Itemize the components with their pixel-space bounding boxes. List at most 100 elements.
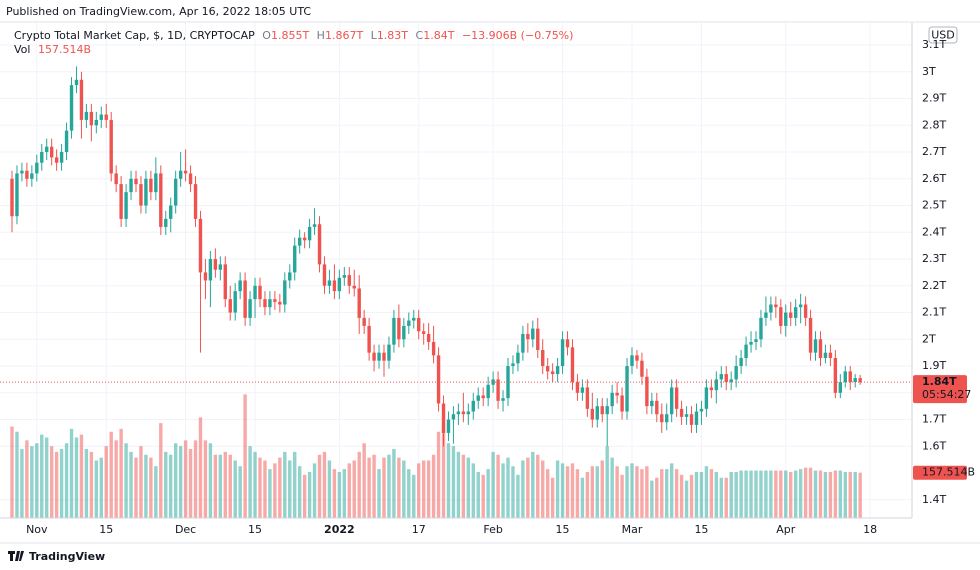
candle-body	[392, 317, 396, 345]
candle-body	[154, 173, 158, 193]
candle-body	[193, 184, 198, 219]
candle-body	[679, 408, 684, 417]
volume-bar	[719, 477, 723, 518]
volume-bar	[154, 466, 158, 518]
volume-bar	[139, 446, 143, 518]
candle-body	[322, 264, 327, 286]
volume-bar	[322, 451, 327, 518]
candle-body	[64, 130, 69, 153]
candle-body	[744, 344, 748, 359]
candle-body	[441, 403, 446, 433]
volume-bar	[367, 457, 371, 518]
volume-bar	[84, 448, 89, 518]
y-tick-label: 2.7T	[922, 145, 946, 158]
candle-body	[595, 406, 599, 420]
volume-bar	[218, 454, 223, 518]
candle-body	[471, 400, 475, 412]
candle-body	[173, 178, 178, 206]
candle-body	[789, 312, 793, 318]
candle-body	[724, 374, 728, 383]
candle-body	[674, 387, 679, 409]
candle-body	[769, 304, 773, 313]
candle-body	[84, 111, 89, 120]
candle-body	[243, 280, 247, 318]
candle-body	[238, 280, 242, 292]
volume-bar	[813, 470, 818, 518]
volume-bar	[426, 460, 431, 518]
candle-body	[10, 178, 14, 217]
candle-body	[293, 245, 297, 273]
candle-body	[302, 237, 307, 241]
candle-body	[297, 237, 302, 246]
volume-bar	[620, 474, 624, 518]
volume-bar	[173, 443, 178, 518]
candle-body	[645, 376, 649, 407]
volume-bar	[297, 466, 302, 518]
candle-body	[531, 328, 535, 340]
y-tick-label: 1.6T	[922, 439, 946, 452]
volume-bar	[754, 470, 758, 518]
currency-button[interactable]	[928, 26, 958, 44]
volume-key: Vol	[14, 43, 30, 56]
candle-body	[178, 170, 183, 179]
y-tick-label: 2.3T	[922, 252, 946, 265]
candle-body	[779, 307, 783, 326]
candle-body	[307, 226, 312, 241]
candle-body	[585, 387, 590, 409]
volume-bar	[223, 451, 227, 518]
candle-body	[784, 312, 788, 326]
volume-bar	[436, 431, 441, 518]
volume-bar	[833, 470, 838, 518]
volume-bar	[307, 471, 312, 518]
volume-bar	[689, 474, 694, 518]
volume-bar	[30, 446, 34, 518]
candle-body	[278, 301, 282, 305]
volume-bar	[258, 457, 262, 518]
volume-bar	[729, 471, 733, 518]
candle-body	[803, 304, 808, 318]
y-tick-label: 2.2T	[922, 279, 946, 292]
candle-body	[640, 360, 644, 377]
volume-bar	[823, 471, 828, 518]
volume-bar	[526, 457, 530, 518]
candle-body	[89, 111, 94, 126]
currency-label[interactable]: USD	[931, 29, 955, 42]
candle-body	[813, 339, 818, 353]
candle-body	[164, 218, 168, 227]
volume-bar	[278, 457, 282, 518]
candle-body	[20, 170, 24, 174]
candle-body	[545, 366, 550, 372]
last-volume-box	[913, 465, 967, 480]
volume-bar	[674, 469, 679, 518]
candle-body	[213, 259, 218, 270]
candle-body	[342, 275, 347, 278]
volume-bar	[188, 448, 193, 518]
candle-body	[431, 341, 436, 356]
candle-body	[704, 387, 709, 409]
volume-bar	[545, 469, 550, 518]
y-tick-label: 2.1T	[922, 306, 946, 319]
volume-bar	[496, 454, 500, 518]
volume-bar	[40, 434, 44, 518]
y-tick-label: 2.8T	[922, 118, 946, 131]
candle-body	[347, 275, 351, 286]
candle-body	[848, 371, 852, 383]
candle-body	[317, 224, 322, 265]
volume-bar	[352, 460, 356, 518]
candle-body	[461, 411, 466, 415]
candle-body	[198, 218, 203, 273]
footer-logo: TradingView	[8, 550, 105, 563]
volume-bar	[630, 463, 634, 518]
volume-bar	[585, 471, 590, 518]
volume-bar	[89, 451, 94, 518]
volume-bar	[784, 470, 788, 518]
volume-bar	[253, 451, 257, 518]
volume-bar	[516, 474, 520, 518]
candle-body	[426, 333, 431, 342]
candle-body	[382, 352, 386, 361]
candle-body	[828, 352, 833, 359]
change-value: −13.906B (−0.75%)	[462, 29, 574, 42]
candle-body	[188, 173, 193, 185]
volume-bar	[74, 437, 79, 518]
volume-bar	[734, 471, 738, 518]
